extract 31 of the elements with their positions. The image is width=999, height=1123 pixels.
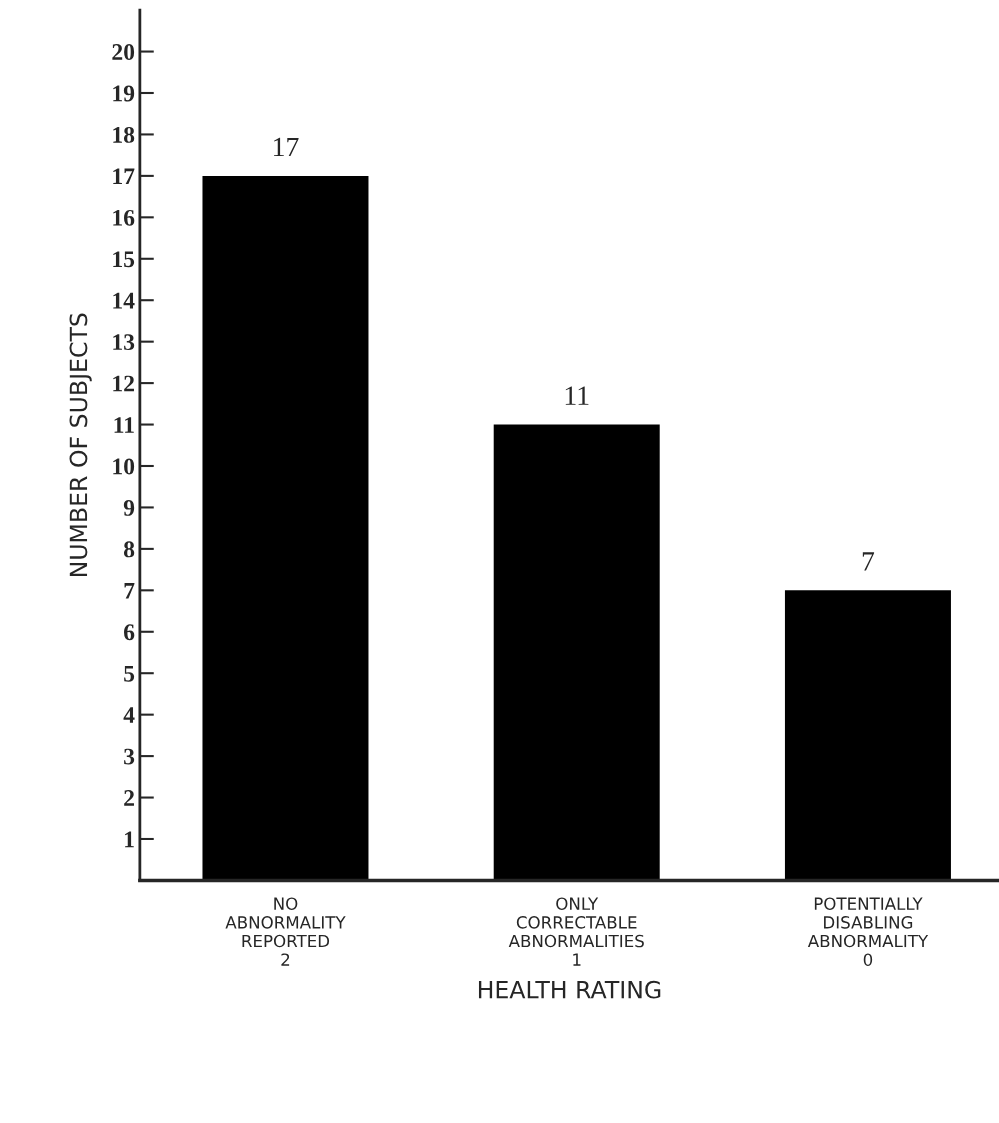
bar [784,590,951,881]
data-label: 11 [565,386,589,405]
y-axis-title: NUMBER OF SUBJECTS [69,313,92,577]
y-tick-label: 17 [113,168,135,185]
x-tick-label: ONLY CORRECTABLE ABNORMALITIES 1 [508,897,644,966]
x-tick-label: NO ABNORMALITY REPORTED 2 [225,897,346,966]
bar [493,424,660,881]
y-tick-label: 6 [124,624,135,641]
y-tick-label: 5 [124,665,135,682]
bar [202,175,369,881]
y-tick-label: 13 [113,334,135,351]
y-tick-label: 18 [113,126,135,143]
data-label: 17 [274,137,299,157]
y-tick-label: 20 [112,44,135,60]
y-tick-label: 9 [123,499,135,516]
y-tick-label: 2 [124,790,134,806]
y-tick-label: 14 [113,292,135,309]
y-tick-label: 3 [124,748,135,765]
y-tick-label: 16 [113,209,135,226]
y-tick-label: 8 [123,541,135,558]
x-tick-label: POTENTIALLY DISABLING ABNORMALITY 0 [807,897,929,966]
y-tick-label: 1 [125,831,134,848]
y-tick-label: 12 [113,375,134,392]
y-tick-label: 4 [123,707,135,723]
y-tick-label: 15 [113,251,135,268]
data-label: 7 [862,552,875,571]
x-axis-title: HEALTH RATING [478,980,661,999]
y-tick-label: 19 [113,85,135,102]
y-tick-label: 10 [113,458,135,475]
y-tick-label: 11 [114,417,134,433]
y-tick-label: 7 [124,583,135,599]
